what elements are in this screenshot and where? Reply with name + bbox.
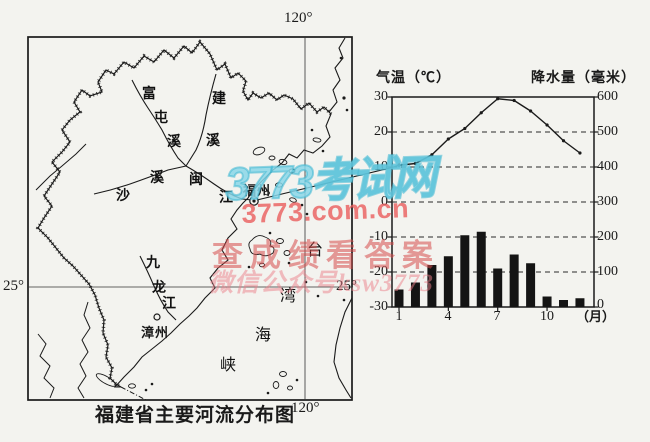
precip-bar-month-11 — [559, 300, 568, 307]
sea-label-char-2: 海 — [254, 327, 271, 344]
river-label-0-char-2: 溪 — [167, 133, 181, 149]
x-axis-unit-label: （月） — [576, 309, 616, 324]
temperature-point-month-7 — [496, 97, 500, 101]
precip-bar-month-1 — [394, 289, 404, 307]
river-label-1-char-1: 溪 — [206, 132, 220, 148]
city-label-zhangzhou: 漳州 — [141, 325, 170, 340]
adjacent-coastlines — [35, 143, 91, 399]
river-label-2-char-0: 沙 — [116, 187, 130, 203]
river-label-3-char-0: 闽 — [189, 171, 203, 187]
right-tick-300: 300 — [597, 194, 618, 209]
precip-bar-month-5 — [460, 235, 470, 307]
river-jiulongjiang — [139, 255, 177, 321]
right-axis-title: 降水量（毫米） — [531, 69, 636, 85]
rivers — [93, 73, 253, 321]
temperature-point-month-8 — [512, 98, 516, 103]
left-tick-0: 0 — [381, 194, 388, 209]
left-tick-30: 30 — [374, 89, 388, 104]
latitude-label-left: 25° — [3, 278, 24, 294]
coastline — [113, 37, 346, 388]
latitude-label-right: 25° — [336, 278, 357, 294]
city-markers — [153, 196, 259, 321]
longitude-label-top: 120° — [284, 10, 313, 26]
temperature-point-month-6 — [479, 111, 483, 115]
temperature-line — [398, 98, 581, 166]
temperature-point-month-4 — [446, 137, 450, 141]
river-label-4-char-1: 龙 — [152, 279, 166, 295]
climate-chart — [387, 96, 599, 311]
river-label-0-char-1: 屯 — [154, 109, 168, 125]
city-label-fuzhou: 福州 — [243, 183, 272, 198]
temperature-point-month-5 — [463, 126, 467, 131]
temperature-point-month-2 — [413, 161, 418, 166]
right-tick-400: 400 — [597, 159, 618, 174]
temperature-point-month-3 — [430, 153, 434, 157]
river-label-4-char-2: 江 — [162, 295, 176, 311]
temperature-point-month-9 — [529, 109, 533, 113]
river-minjiang — [185, 165, 253, 201]
map-frame — [27, 36, 353, 401]
x-tick-4: 4 — [444, 309, 452, 324]
precip-bar-month-2 — [410, 282, 420, 307]
precip-bar-month-9 — [526, 263, 536, 307]
river-shaxi — [93, 165, 187, 195]
precip-bar-month-4 — [443, 256, 453, 307]
x-tick-7: 7 — [493, 309, 501, 324]
left-tick--30: -30 — [369, 299, 388, 314]
left-tick-20: 20 — [374, 124, 388, 139]
precip-bar-month-10 — [542, 296, 552, 307]
left-axis-title: 气温（℃） — [376, 69, 451, 85]
precip-bar-month-8 — [509, 254, 519, 307]
precip-bar-month-12 — [575, 298, 585, 307]
islands — [95, 137, 322, 391]
taiwan-coastline — [333, 297, 353, 399]
precip-bar-month-7 — [493, 268, 503, 307]
river-label-4-char-0: 九 — [146, 254, 160, 270]
right-tick-500: 500 — [597, 124, 618, 139]
precip-bar-month-6 — [476, 231, 486, 307]
x-tick-1: 1 — [395, 309, 403, 324]
x-tick-10: 10 — [540, 309, 554, 324]
temperature-point-month-1 — [397, 163, 401, 167]
chart-dynamic-graphics — [387, 96, 599, 311]
sea-label-char-3: 峡 — [219, 357, 236, 374]
river-label-2-char-1: 溪 — [150, 169, 164, 185]
province-boundary — [35, 39, 333, 389]
temperature-point-month-10 — [545, 123, 549, 127]
left-tick-10: 10 — [374, 159, 388, 174]
river-label-1-char-0: 建 — [212, 90, 226, 106]
temperature-point-month-12 — [578, 151, 582, 155]
right-tick-0: 0 — [597, 297, 604, 312]
sea-label-char-0: 台 — [306, 242, 323, 259]
island-dots — [144, 56, 349, 395]
right-tick-600: 600 — [597, 89, 618, 104]
left-tick--10: -10 — [369, 229, 388, 244]
map-caption: 福建省主要河流分布图 — [95, 405, 296, 426]
right-tick-100: 100 — [597, 264, 618, 279]
zhangzhou-marker — [153, 313, 161, 321]
sea-label-char-1: 湾 — [279, 288, 296, 305]
right-tick-200: 200 — [597, 229, 618, 244]
precip-bar-month-3 — [427, 265, 437, 307]
sea-border-dashdot — [120, 386, 147, 401]
river-label-0-char-0: 富 — [142, 85, 156, 101]
temperature-point-month-11 — [561, 139, 566, 143]
river-label-3-char-1: 江 — [219, 189, 233, 205]
longitude-label-bottom: 120° — [291, 400, 320, 416]
river-jianxi — [185, 73, 217, 167]
river-futunxi — [131, 79, 187, 167]
left-tick--20: -20 — [369, 264, 388, 279]
